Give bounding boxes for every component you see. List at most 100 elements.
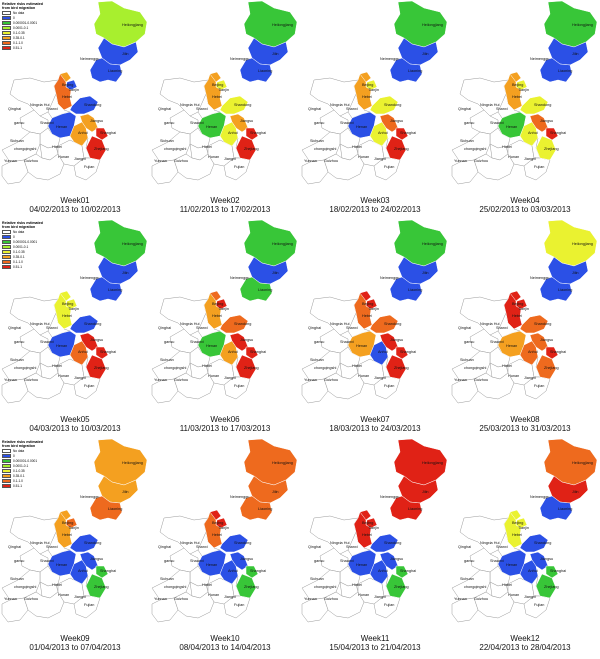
province-liaoning [389,57,423,83]
province-zhejiang [235,354,257,380]
province-label-tianjin: Tianjin [368,307,379,311]
province-zhejiang [535,354,557,380]
week-caption: Week03 [360,196,390,205]
legend-swatch [2,264,11,269]
legend-item: 0.0001-0.1 [2,463,58,468]
province-outline [173,372,215,400]
china-map: Heilongjiang Jilin Neimenggu Liaoning Beijin… [151,438,298,623]
province-anhui [69,340,89,366]
province-shanghai [95,346,109,360]
province-label-hubei: Hubei [52,145,62,149]
province-zhejiang [235,573,257,599]
province-label-yunnan: Yunnan [454,159,467,163]
legend-swatch [2,483,11,488]
province-label-shanghai: Shanghai [550,131,566,135]
province-shandong [369,533,399,553]
province-label-jilin: Jilin [272,52,279,56]
province-liaoning [389,276,423,302]
province-label-hubei: Hubei [352,583,362,587]
legend-label: 0.51-1 [13,264,23,269]
province-anhui [519,340,539,366]
province-label-shanxi: Shanxi [496,545,508,549]
province-label-heilongjiang: Heilongjiang [122,23,143,27]
province-label-hebei: Hebei [212,95,222,99]
province-label-henan: Henan [56,125,67,129]
province-zhejiang [235,135,257,161]
province-liaoning [239,495,273,521]
province-label-gansu: gansu [464,340,474,344]
province-label-ningxia: Ningxia Hui [180,541,200,545]
province-outline [1,378,29,404]
province-label-fujian: Fujian [84,165,94,169]
province-outline [323,591,365,619]
province-label-shanghai: Shanghai [250,350,266,354]
date-range-caption: 04/02/2013 to 10/02/2013 [29,205,121,214]
province-label-hubei: Hubei [352,145,362,149]
province-label-heilongjiang: Heilongjiang [422,461,443,465]
province-label-qinghai: Qinghai [158,545,171,549]
map-panel: Heilongjiang Jilin Neimenggu Liaoning Beijin… [450,219,600,438]
province-label-hubei: Hubei [502,145,512,149]
province-label-shanxi: Shanxi [346,107,358,111]
province-label-liaoning: Liaoning [258,507,272,511]
legend-label: No data [13,10,25,15]
province-label-tianjin: Tianjin [68,307,79,311]
province-label-gansu: gansu [464,121,474,125]
province-label-shanxi: Shanxi [46,107,58,111]
province-shandong [519,533,549,553]
province-label-chongqing: chongqingshi [164,147,187,151]
province-shandong [219,95,249,115]
province-label-anhui: Anhui [228,131,238,135]
china-map: Heilongjiang Jilin Neimenggu Liaoning Beijin… [451,438,598,623]
date-range-caption: 25/03/2013 to 31/03/2013 [479,424,571,433]
province-label-qinghai: Qinghai [158,326,171,330]
province-anhui [219,121,239,147]
province-jilin [247,256,289,285]
province-liaoning [539,276,573,302]
province-label-hunan: Hunan [358,593,369,597]
province-label-fujian: Fujian [384,603,394,607]
legend-swatch [2,249,11,254]
province-label-hunan: Hunan [508,155,519,159]
week-caption: Week05 [60,415,90,424]
province-label-shanxi: Shanxi [196,545,208,549]
province-label-tianjin: Tianjin [218,88,229,92]
date-range-caption: 11/02/2013 to 17/02/2013 [179,205,271,214]
province-label-neimenggu: Neimenggu [80,57,99,61]
province-outline [73,376,101,400]
legend-label: 0 [13,453,15,458]
province-label-liaoning: Liaoning [258,69,272,73]
legend-item: 0.1-1.0 [2,40,58,45]
province-label-hebei: Hebei [212,533,222,537]
province-label-chongqing: chongqingshi [464,366,487,370]
province-label-shaanxi: Shaanxi [340,559,354,563]
date-range-caption: 04/03/2013 to 10/03/2013 [29,424,121,433]
province-hebei [53,73,73,111]
province-outline [473,591,515,619]
province-label-jilin: Jilin [422,271,429,275]
province-label-sichuan: Sichuan [10,577,24,581]
province-label-liaoning: Liaoning [558,69,572,73]
legend-label: 0.35-0.1 [13,254,25,259]
province-label-jiangxi: Jiangxi [524,595,536,599]
province-label-hebei: Hebei [62,314,72,318]
province-label-shanxi: Shanxi [346,326,358,330]
province-label-qinghai: Qinghai [8,545,21,549]
legend-swatch [2,468,11,473]
legend-title: Relative risks estimated [2,440,43,444]
legend-swatch [2,259,11,264]
legend-swatch [2,453,11,458]
legend-swatch [2,458,11,463]
province-label-tianjin: Tianjin [368,526,379,530]
province-label-shaanxi: Shaanxi [40,559,54,563]
province-label-jiangsu: Jiangsu [390,119,403,123]
legend-item: 0.1-0.35 [2,30,58,35]
legend-item: 0.51-1 [2,483,58,488]
province-label-jiangxi: Jiangxi [74,157,86,161]
week-caption: Week08 [510,415,540,424]
province-shandong [369,95,399,115]
province-label-shanxi: Shanxi [496,107,508,111]
province-label-neimenggu: Neimenggu [530,276,549,280]
province-shanghai [545,346,559,360]
